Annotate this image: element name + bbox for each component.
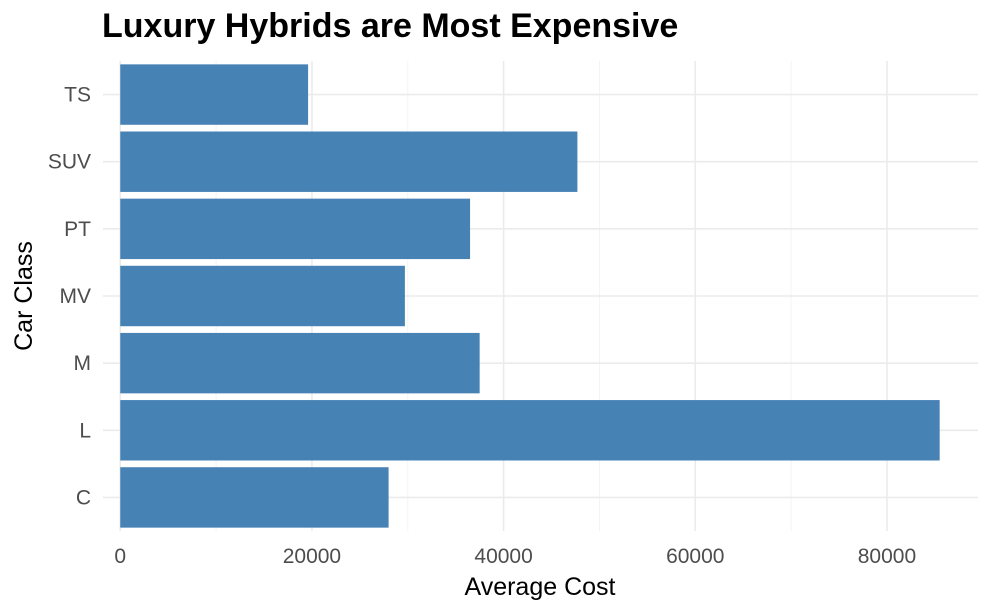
x-tick-label: 20000 bbox=[283, 545, 341, 568]
x-tick-label: 0 bbox=[114, 545, 126, 568]
bar-mv bbox=[120, 265, 405, 327]
y-tick-label: PT bbox=[64, 218, 91, 241]
bar-l bbox=[120, 400, 940, 461]
y-axis-title: Car Class bbox=[10, 241, 38, 351]
bar-pt bbox=[120, 198, 471, 260]
bar-c bbox=[120, 467, 389, 528]
x-axis-ticks: 0 20000 40000 60000 80000 bbox=[114, 545, 916, 568]
bars bbox=[120, 64, 940, 528]
y-tick-label: C bbox=[76, 486, 91, 509]
x-tick-label: 80000 bbox=[858, 545, 916, 568]
y-tick-label: TS bbox=[64, 84, 91, 107]
x-tick-label: 60000 bbox=[666, 545, 724, 568]
y-axis-ticks: C L M MV PT SUV TS bbox=[48, 84, 91, 510]
x-tick-label: 40000 bbox=[474, 545, 532, 568]
y-tick-label: MV bbox=[60, 285, 92, 308]
bar-m bbox=[120, 332, 480, 394]
y-tick-label: M bbox=[74, 352, 92, 375]
bar-ts bbox=[120, 64, 309, 125]
y-tick-label: SUV bbox=[48, 151, 91, 174]
chart-title: Luxury Hybrids are Most Expensive bbox=[102, 7, 678, 45]
bar-suv bbox=[120, 131, 578, 192]
x-axis-title: Average Cost bbox=[464, 573, 615, 601]
y-tick-label: L bbox=[79, 419, 91, 442]
